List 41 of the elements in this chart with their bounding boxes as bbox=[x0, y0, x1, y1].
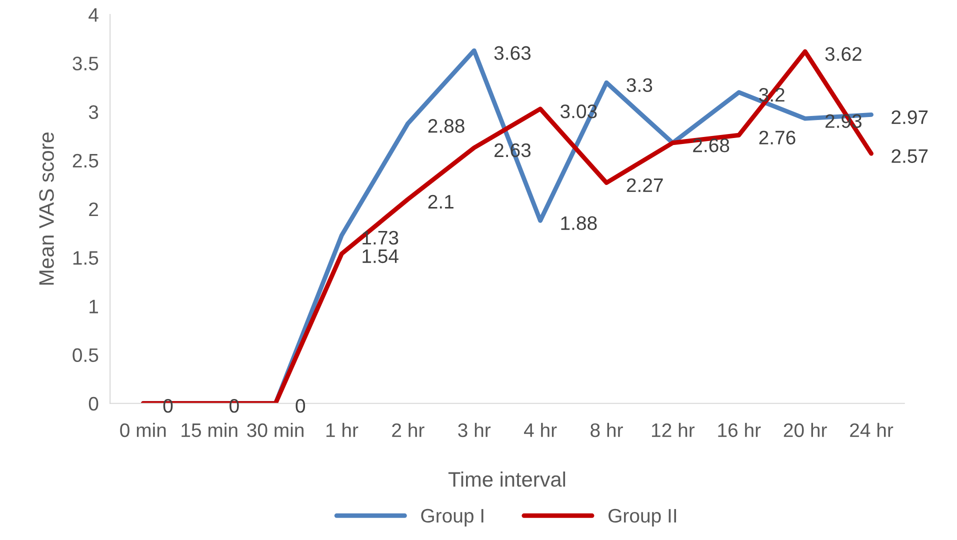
data-label: 0 bbox=[163, 398, 173, 413]
x-tick-label: 30 min bbox=[247, 422, 304, 438]
legend-label: Group I bbox=[421, 508, 484, 526]
x-tick-label: 16 hr bbox=[718, 422, 761, 438]
y-tick-label: 2 bbox=[89, 202, 98, 216]
data-label: 3.62 bbox=[825, 47, 862, 61]
x-tick-label: 3 hr bbox=[458, 422, 491, 438]
x-tick-label: 12 hr bbox=[652, 422, 695, 437]
y-tick-label: 4 bbox=[88, 8, 98, 22]
data-label: 1.73 bbox=[362, 230, 398, 245]
data-label: 1.54 bbox=[362, 250, 398, 264]
data-label: 2.57 bbox=[892, 149, 928, 163]
y-tick-label: 2.5 bbox=[72, 154, 98, 168]
legend-label: Group II bbox=[608, 508, 676, 526]
y-tick-label: 1 bbox=[90, 300, 98, 314]
data-label: 1.88 bbox=[561, 216, 597, 230]
data-label: 0 bbox=[230, 398, 239, 413]
x-tick-label: 0 min bbox=[120, 422, 166, 438]
data-label: 0 bbox=[296, 398, 306, 413]
data-label: 2.97 bbox=[892, 110, 928, 124]
x-tick-label: 4 hr bbox=[524, 422, 557, 437]
y-tick-label: 1.5 bbox=[73, 251, 98, 265]
x-tick-label: 20 hr bbox=[784, 422, 827, 438]
x-tick-label: 15 min bbox=[182, 422, 238, 438]
y-tick-label: 3 bbox=[88, 105, 98, 120]
x-tick-label: 8 hr bbox=[590, 422, 623, 438]
data-label: 2.88 bbox=[428, 119, 464, 133]
data-label: 2.76 bbox=[759, 130, 796, 144]
data-label: 2.1 bbox=[428, 194, 454, 208]
y-tick-label: 0 bbox=[88, 396, 98, 411]
x-tick-label: 24 hr bbox=[850, 422, 894, 437]
data-label: 2.68 bbox=[693, 138, 730, 152]
x-axis-title: Time interval bbox=[448, 472, 566, 487]
data-label: 2.27 bbox=[626, 178, 663, 192]
y-tick-label: 0.5 bbox=[72, 348, 98, 362]
data-label: 3.3 bbox=[626, 78, 652, 92]
x-tick-label: 1 hr bbox=[326, 422, 358, 437]
y-tick-label: 3.5 bbox=[72, 56, 98, 70]
data-label: 3.63 bbox=[494, 46, 531, 60]
x-tick-label: 2 hr bbox=[392, 422, 424, 437]
y-axis-title: Mean VAS score bbox=[39, 132, 54, 285]
